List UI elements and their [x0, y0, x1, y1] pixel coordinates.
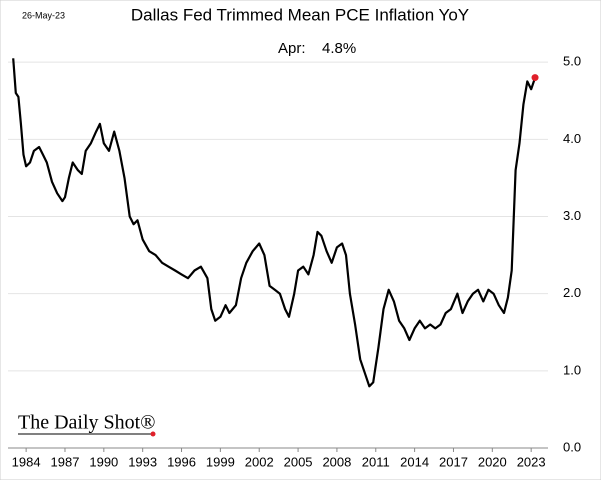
chart-title: Dallas Fed Trimmed Mean PCE Inflation Yo… — [131, 5, 469, 24]
line — [12, 58, 537, 388]
y-tick-label: 0.0 — [563, 439, 581, 454]
x-tick-label: 1993 — [128, 454, 157, 469]
x-tick-label: 2011 — [362, 454, 390, 469]
y-tick-label: 4.0 — [563, 131, 581, 146]
x-tick-label: 2005 — [284, 454, 313, 469]
y-tick-label: 3.0 — [563, 208, 581, 223]
annotation-label: Apr: — [278, 40, 306, 57]
x-tick-label: 2014 — [400, 454, 429, 469]
x-tick-label: 1990 — [89, 454, 118, 469]
x-tick-label: 2002 — [245, 454, 274, 469]
x-tick-label: 1987 — [51, 454, 80, 469]
y-tick-label: 1.0 — [563, 362, 581, 377]
x-tick-label: 2020 — [478, 454, 507, 469]
end-marker — [531, 74, 539, 82]
y-tick-label: 2.0 — [563, 285, 581, 300]
x-tick-label: 2023 — [517, 454, 546, 469]
annotation-value: 4.8% — [322, 40, 356, 57]
x-tick-label: 1999 — [206, 454, 235, 469]
source-dot — [150, 431, 156, 437]
y-tick-label: 5.0 — [563, 54, 581, 69]
x-tick-label: 1984 — [12, 454, 41, 469]
x-tick-label: 1996 — [167, 454, 196, 469]
date: 26-May-23 — [22, 10, 65, 20]
x-tick-label: 2008 — [322, 454, 351, 469]
x-tick-label: 2017 — [439, 454, 468, 469]
source: The Daily Shot® — [18, 412, 155, 434]
annotation-box — [248, 35, 388, 63]
